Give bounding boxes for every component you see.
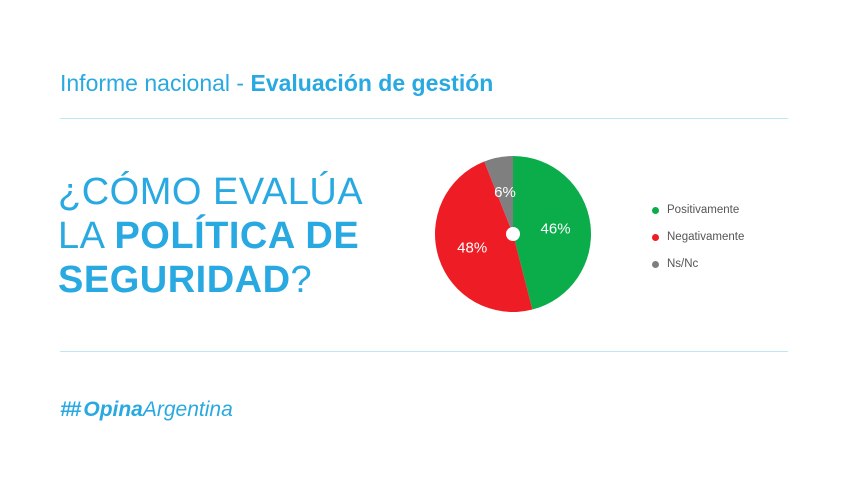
legend-item-2: Ns/Nc [652,257,744,271]
question-line-2-bold: POLÍTICA DE [114,215,360,257]
header-prefix: Informe nacional - [60,70,251,96]
question-title: ¿CÓMO EVALÚA LA POLÍTICA DE SEGURIDAD? [58,170,363,302]
legend-swatch-0 [652,206,659,214]
pie-label-2: 6% [494,184,516,201]
pie-chart: 46% 48% 6% [434,156,592,312]
report-header: Informe nacional - Evaluación de gestión [60,70,493,97]
pie-center-hole [506,227,520,241]
question-line-2-regular: LA [58,215,115,257]
brand-name-regular: Argentina [142,398,233,421]
pie-slice-2 [484,156,513,234]
legend-label-2: Ns/Nc [667,258,699,270]
bottom-divider [60,351,788,352]
legend-item-0: Positivamente [652,203,744,217]
legend-label-1: Negativamente [667,231,745,243]
pie-labels: 46% 48% 6% [457,184,570,256]
top-divider [60,118,788,119]
header-highlight: Evaluación de gestión [250,70,494,96]
brand-hash-icon: ## [60,398,81,421]
brand-logo: ## Opina Argentina [60,398,233,422]
pie-slice-1 [434,161,533,312]
question-line-3-end: ? [290,259,313,301]
brand-name-bold: Opina [83,398,143,421]
chart-legend: Positivamente Negativamente Ns/Nc [652,203,744,284]
question-line-2: LA POLÍTICA DE [58,214,363,258]
pie-label-1: 48% [457,239,487,256]
legend-item-1: Negativamente [652,230,744,244]
legend-label-0: Positivamente [667,204,740,216]
question-line-3-bold: SEGURIDAD [58,259,291,301]
question-line-3: SEGURIDAD? [58,258,363,302]
pie-slice-0 [513,156,592,310]
pie-label-0: 46% [541,221,571,238]
pie-slices [434,156,592,312]
legend-swatch-2 [652,260,659,268]
legend-swatch-1 [652,233,659,241]
question-line-1: ¿CÓMO EVALÚA [58,171,364,213]
